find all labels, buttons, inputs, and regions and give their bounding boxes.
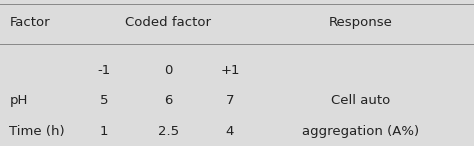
Text: 7: 7 xyxy=(226,93,234,107)
Text: Coded factor: Coded factor xyxy=(125,16,211,29)
Text: Time (h): Time (h) xyxy=(9,125,65,138)
Text: 5: 5 xyxy=(100,93,109,107)
Text: 1: 1 xyxy=(100,125,109,138)
Text: -1: -1 xyxy=(98,64,111,77)
Text: 2.5: 2.5 xyxy=(158,125,179,138)
Text: 6: 6 xyxy=(164,93,173,107)
Text: 4: 4 xyxy=(226,125,234,138)
Text: pH: pH xyxy=(9,93,28,107)
Text: Response: Response xyxy=(328,16,392,29)
Text: Cell auto: Cell auto xyxy=(331,93,390,107)
Text: 0: 0 xyxy=(164,64,173,77)
Text: +1: +1 xyxy=(220,64,240,77)
Text: aggregation (A%): aggregation (A%) xyxy=(301,125,419,138)
Text: Factor: Factor xyxy=(9,16,50,29)
